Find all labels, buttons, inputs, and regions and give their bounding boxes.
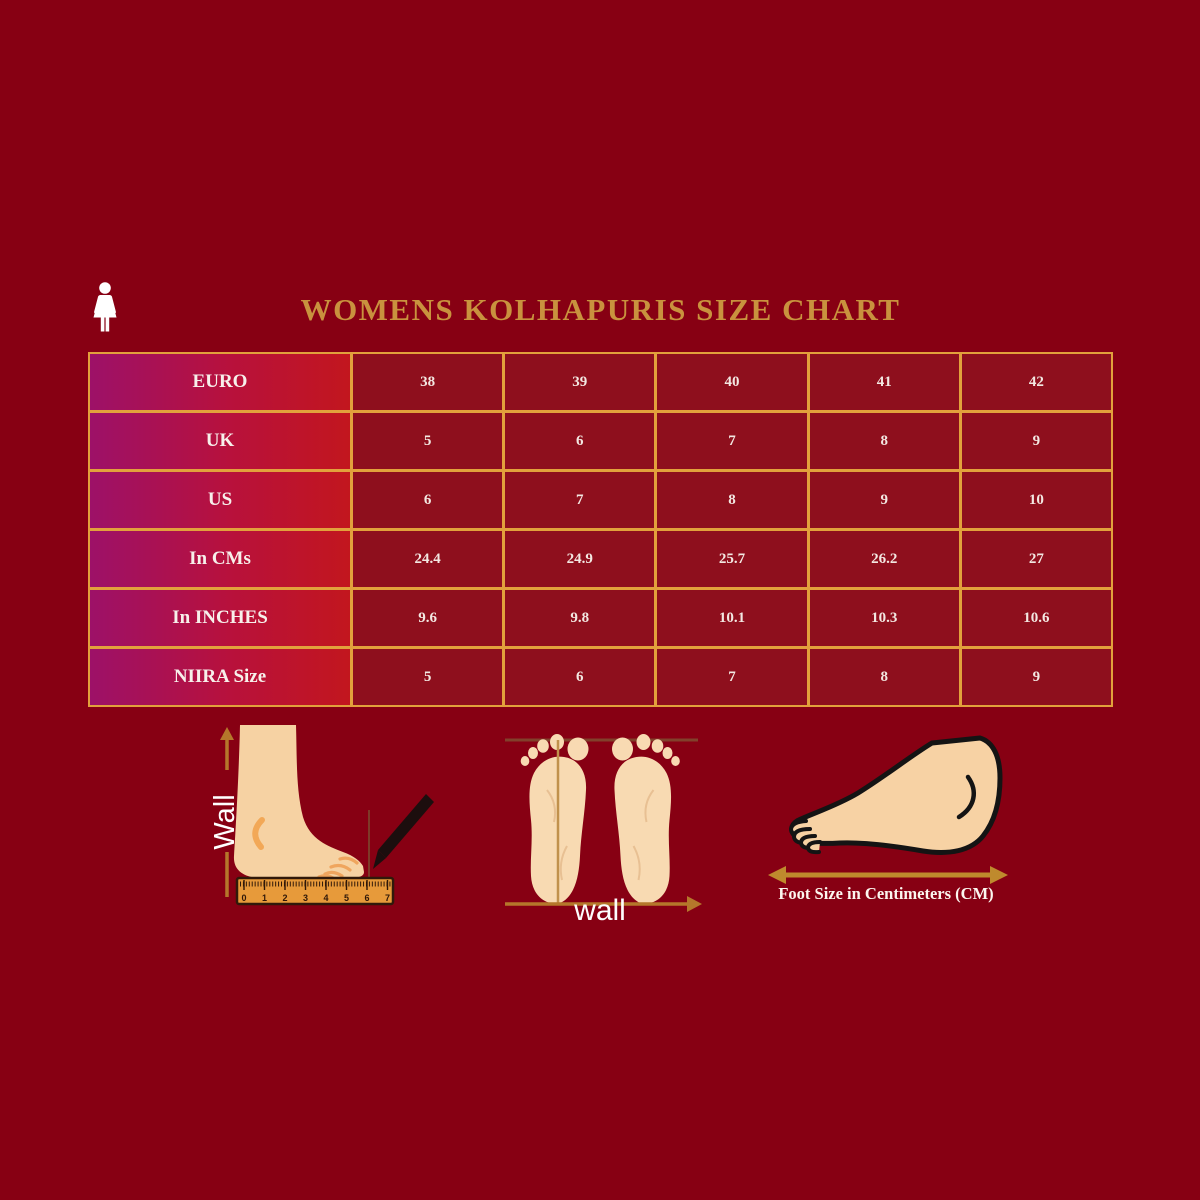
size-cell: 39	[505, 354, 655, 410]
size-cell: 5	[353, 413, 503, 469]
ruler-number: 5	[344, 893, 349, 903]
foot-sole-illustration	[520, 734, 589, 904]
size-cell: 9.8	[505, 590, 655, 646]
size-cell: 8	[657, 472, 807, 528]
size-cell: 5	[353, 649, 503, 705]
ruler-number: 7	[385, 893, 390, 903]
woman-icon	[93, 282, 117, 332]
ruler-number: 4	[323, 893, 328, 903]
pencil-icon	[373, 794, 434, 869]
row-label-us: US	[90, 472, 350, 528]
size-cell: 10.6	[961, 590, 1111, 646]
row-label-inches: In INCHES	[90, 590, 350, 646]
ruler-number: 2	[282, 893, 287, 903]
feet-soles-figure: wall	[505, 733, 702, 927]
row-label-uk: UK	[90, 413, 350, 469]
row-label-cms: In CMs	[90, 531, 350, 587]
foot-size-arrow-icon	[768, 866, 1008, 884]
ruler-number: 6	[364, 893, 369, 903]
wall-arrow-up-icon	[220, 727, 234, 740]
size-cell: 9	[961, 649, 1111, 705]
size-cell: 27	[961, 531, 1111, 587]
ruler-number: 3	[303, 893, 308, 903]
wall-arrow-right-icon	[687, 896, 702, 912]
size-cell: 7	[505, 472, 655, 528]
measure-against-wall-figure: Wall	[209, 725, 434, 906]
size-cell: 10	[961, 472, 1111, 528]
foot-size-caption: Foot Size in Centimeters (CM)	[778, 884, 993, 903]
size-cell: 24.9	[505, 531, 655, 587]
size-cell: 24.4	[353, 531, 503, 587]
size-cell: 41	[809, 354, 959, 410]
ruler-number: 1	[262, 893, 267, 903]
size-cell: 6	[353, 472, 503, 528]
size-cell: 6	[505, 649, 655, 705]
size-cell: 42	[961, 354, 1111, 410]
size-cell: 10.3	[809, 590, 959, 646]
wall-label: wall	[573, 894, 626, 927]
size-cell: 10.1	[657, 590, 807, 646]
leg-illustration	[233, 725, 364, 878]
size-cell: 25.7	[657, 531, 807, 587]
size-cell: 9	[961, 413, 1111, 469]
size-cell: 6	[505, 413, 655, 469]
foot-side-illustration	[789, 735, 1003, 855]
size-cell: 7	[657, 649, 807, 705]
row-label-euro: EURO	[90, 354, 350, 410]
page-title: WOMENS KOLHAPURIS SIZE CHART	[300, 292, 901, 327]
size-cell: 8	[809, 649, 959, 705]
size-cell: 9	[809, 472, 959, 528]
size-cell: 8	[809, 413, 959, 469]
size-cell: 40	[657, 354, 807, 410]
size-cell: 38	[353, 354, 503, 410]
foot-length-figure: Foot Size in Centimeters (CM)	[768, 735, 1008, 903]
size-cell: 7	[657, 413, 807, 469]
size-cell: 26.2	[809, 531, 959, 587]
ruler-icon: 0 1 2 3 4 5 6 7	[235, 876, 395, 906]
ruler-number: 0	[241, 893, 246, 903]
size-chart-table: EURO 38 39 40 41 42 UK 5 6 7 8 9 US 6 7 …	[88, 352, 1113, 707]
size-cell: 9.6	[353, 590, 503, 646]
row-label-niira: NIIRA Size	[90, 649, 350, 705]
